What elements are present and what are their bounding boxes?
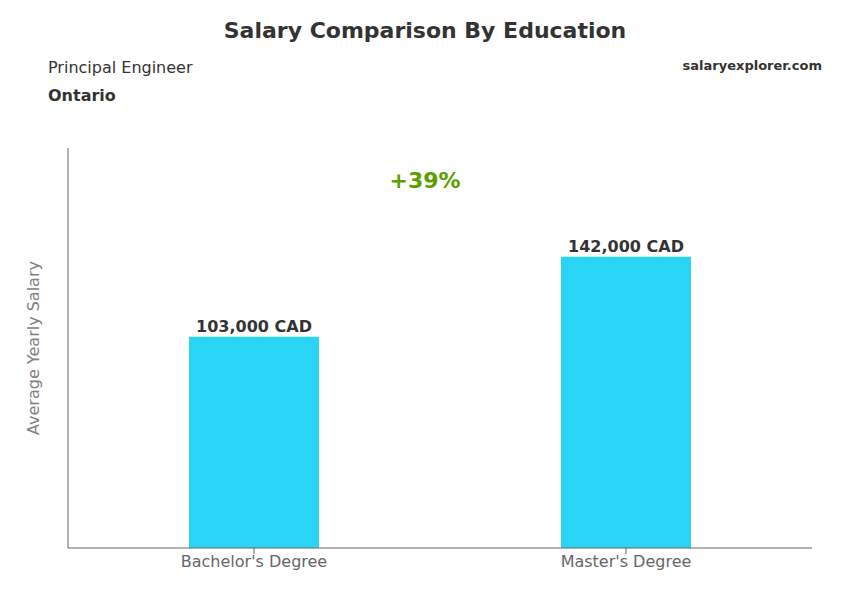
svg-text:Master's Degree: Master's Degree bbox=[561, 552, 692, 571]
html-text:Principal Engineer: Principal Engineer bbox=[48, 58, 193, 77]
svg-text:142,000 CAD: 142,000 CAD bbox=[568, 237, 684, 256]
html-text:+39%: +39% bbox=[389, 168, 461, 193]
html-text:Salary Comparison By Education: Salary Comparison By Education bbox=[223, 18, 627, 43]
html-text:salaryexplorer.com: salaryexplorer.com bbox=[682, 58, 822, 73]
svg-text:Average Yearly Salary: Average Yearly Salary bbox=[24, 261, 43, 435]
html-text:Ontario: Ontario bbox=[48, 86, 116, 105]
svg-text:Bachelor's Degree: Bachelor's Degree bbox=[181, 552, 327, 571]
svg-text:103,000 CAD: 103,000 CAD bbox=[196, 317, 312, 336]
